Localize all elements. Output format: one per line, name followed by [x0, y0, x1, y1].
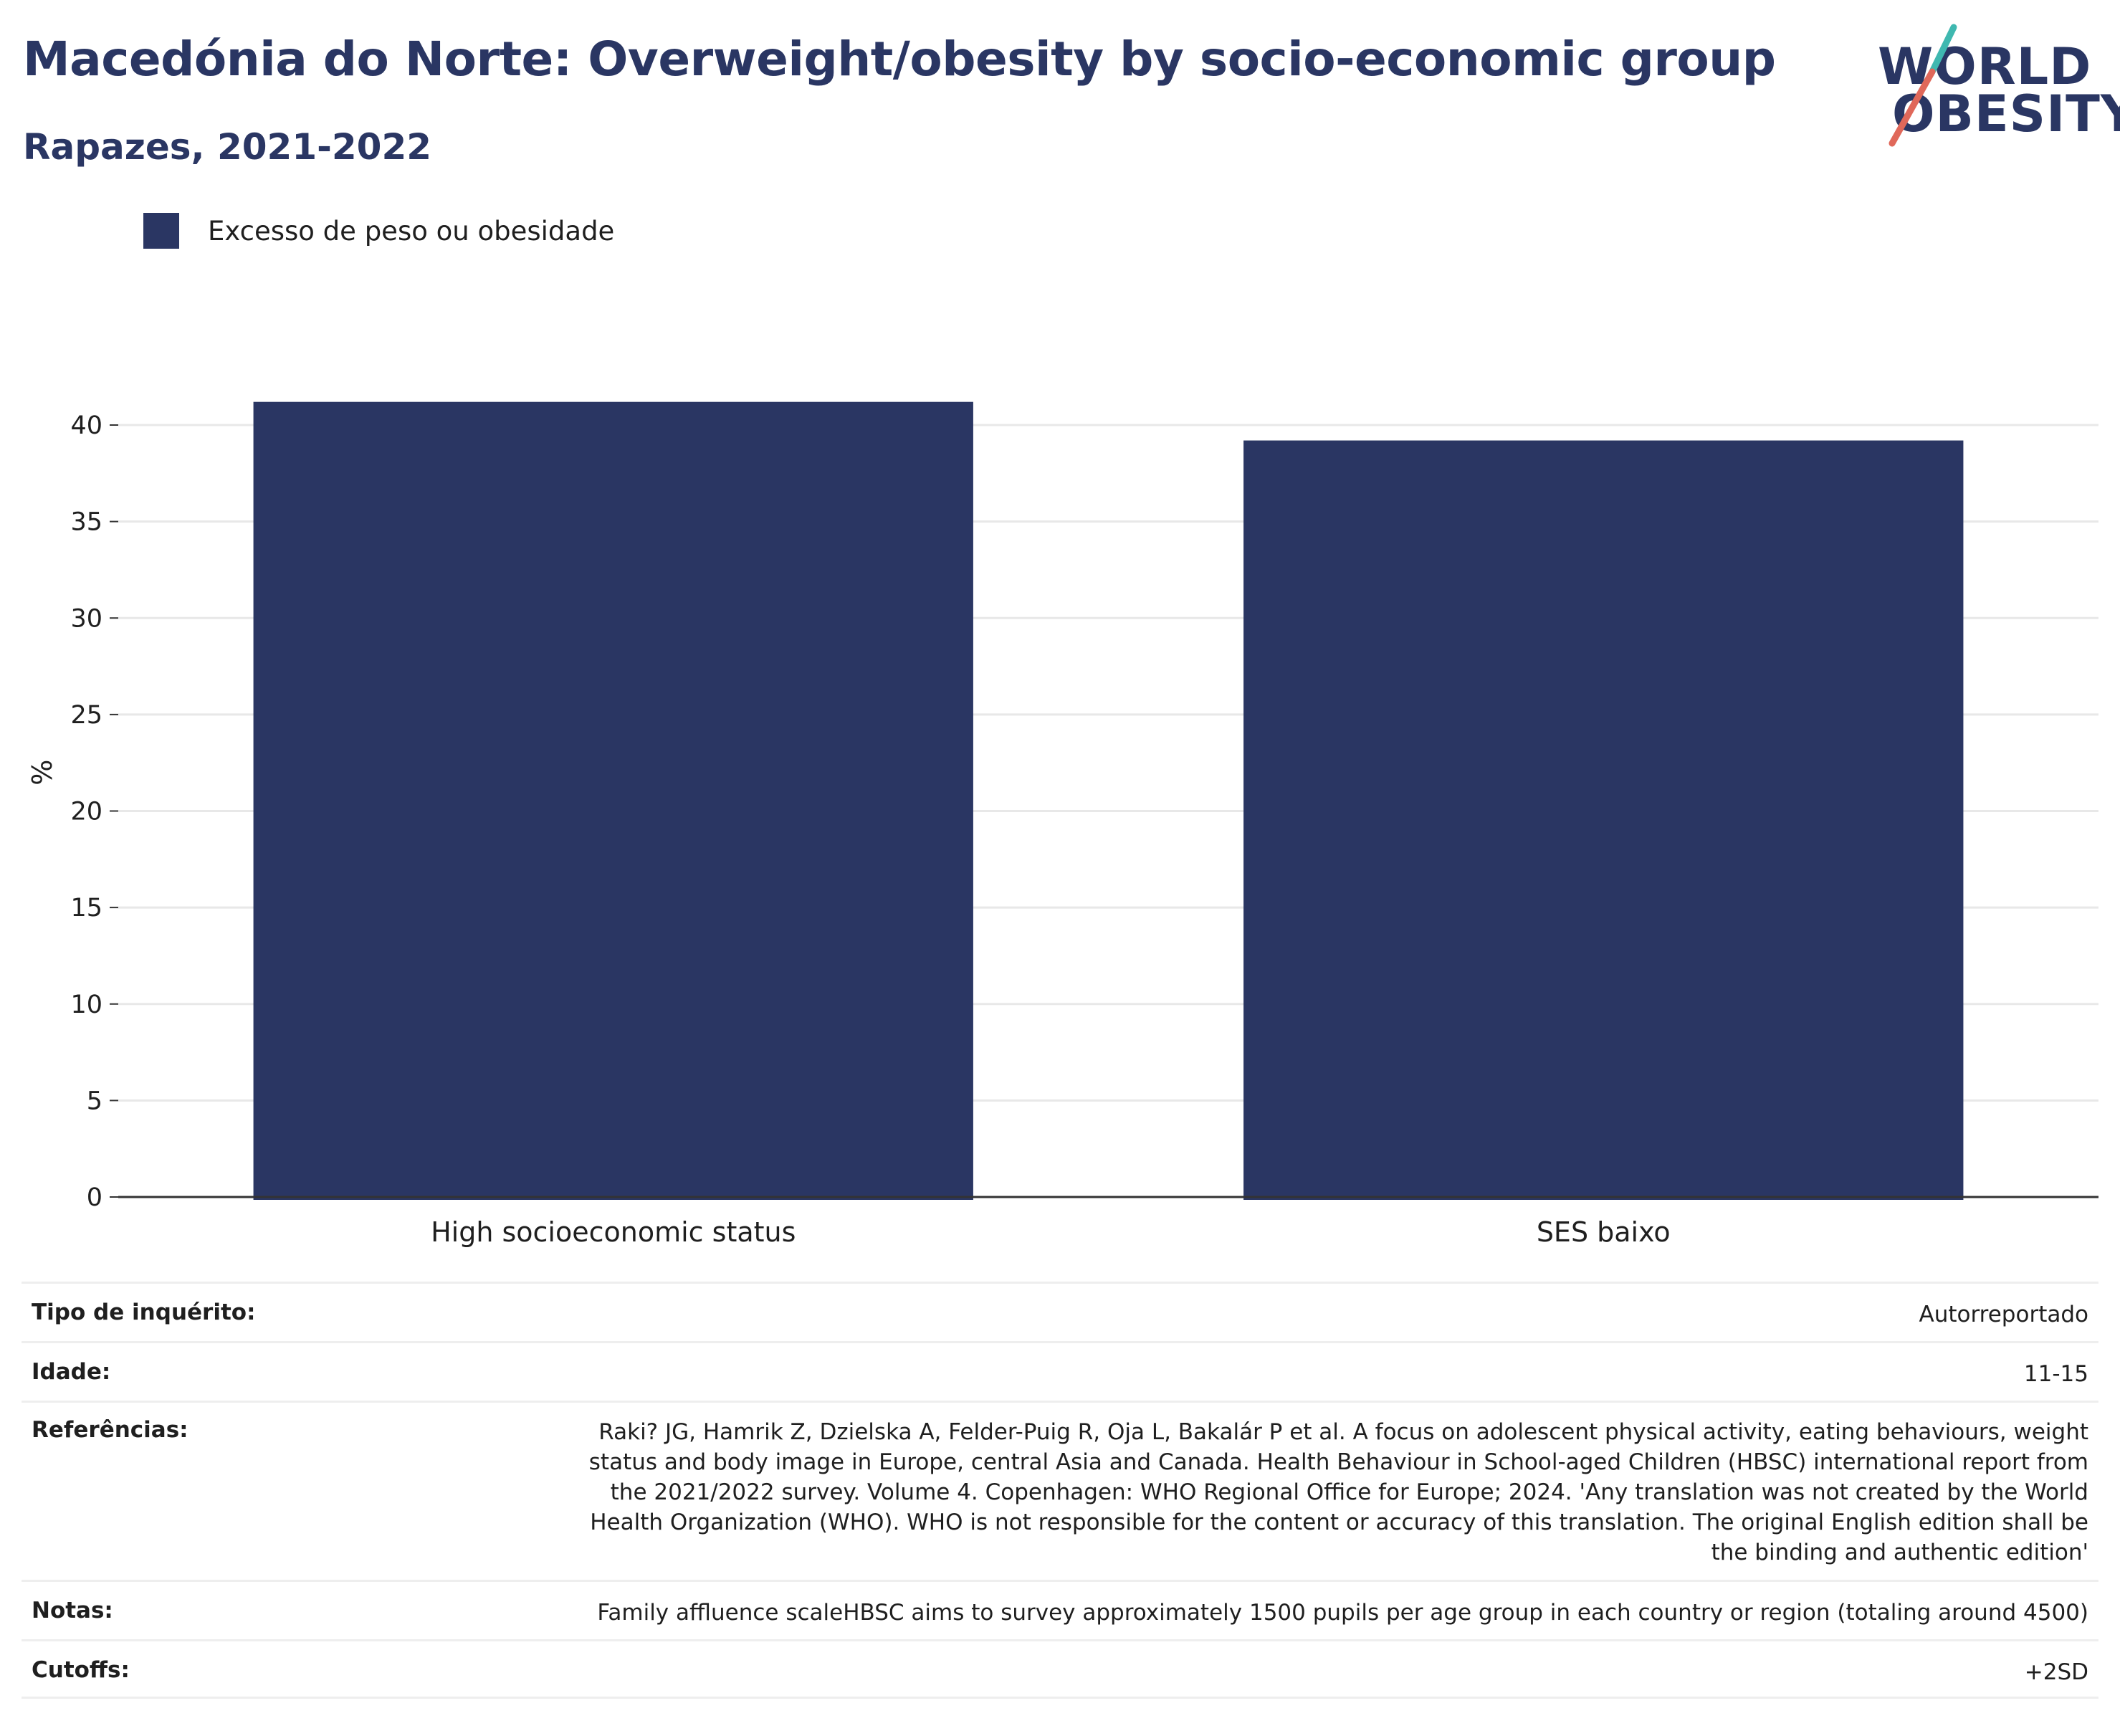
info-value: Autorreportado — [1919, 1302, 2089, 1327]
info-value: +2SD — [2024, 1659, 2088, 1685]
info-label: Notas: — [32, 1598, 113, 1623]
y-tick-label: 5 — [87, 1087, 102, 1115]
bar — [253, 401, 973, 1201]
y-tick-label: 40 — [70, 411, 102, 440]
info-table: Tipo de inquérito: Autorreportado Idade: 11… — [22, 1282, 2098, 1699]
y-tick-label: 25 — [70, 701, 102, 730]
y-tick-label: 15 — [70, 894, 102, 922]
chart-legend: Excesso de peso ou obesidade — [143, 212, 614, 249]
y-tick-label: 30 — [70, 604, 102, 633]
y-tick-label: 10 — [70, 991, 102, 1019]
chart-title: Macedónia do Norte: Overweight/obesity b… — [23, 32, 1776, 87]
info-label: Cutoffs: — [32, 1657, 130, 1683]
logo-slash-icon — [1889, 24, 1957, 147]
info-row: Referências: Raki? JG, Hamrik Z, Dzielska… — [22, 1401, 2098, 1580]
info-row: Cutoffs: +2SD — [22, 1639, 2098, 1699]
x-tick-label: SES baixo — [1537, 1216, 1671, 1248]
info-value: 11-15 — [2023, 1361, 2088, 1387]
info-row: Notas: Family affluence scaleHBSC aims to… — [22, 1580, 2098, 1639]
y-tick-label: 0 — [87, 1183, 102, 1212]
logo-line-2: OBESITY — [1892, 85, 2120, 143]
y-axis-title: % — [27, 760, 58, 786]
chart-subtitle: Rapazes, 2021-2022 — [23, 126, 432, 168]
info-label: Referências: — [32, 1417, 188, 1443]
info-label: Idade: — [32, 1359, 111, 1385]
info-value: Family affluence scaleHBSC aims to surve… — [597, 1600, 2088, 1626]
world-obesity-logo: WORLD OBESITY — [1863, 22, 2120, 151]
info-value: Raki? JG, Hamrik Z, Dzielska A, Felder-P… — [588, 1419, 2088, 1565]
legend-swatch — [143, 213, 179, 249]
legend-label: Excesso de peso ou obesidade — [208, 215, 615, 247]
y-tick-label: 35 — [70, 508, 102, 537]
info-label: Tipo de inquérito: — [32, 1299, 256, 1325]
bar-chart: 0 5 10 15 20 25 30 35 40% High socioeconomic stat… — [27, 401, 2098, 1248]
logo-line-1: WORLD — [1878, 37, 2092, 96]
x-tick-label: High socioeconomic status — [431, 1216, 796, 1248]
bar — [1243, 440, 1964, 1200]
y-tick-label: 20 — [70, 798, 102, 826]
info-row: Tipo de inquérito: Autorreportado — [22, 1282, 2098, 1341]
info-row: Idade: 11-15 — [22, 1341, 2098, 1401]
